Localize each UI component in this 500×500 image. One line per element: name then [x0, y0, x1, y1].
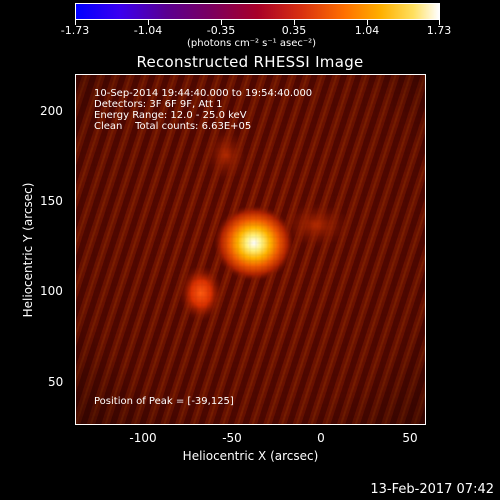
footer-timestamp: 13-Feb-2017 07:42 — [370, 482, 494, 497]
colorbar-label: -1.73 — [60, 24, 90, 37]
colorbar-label: 1.73 — [426, 24, 452, 37]
colorbar-tick — [294, 20, 295, 25]
colorbar-label: 0.35 — [281, 24, 307, 37]
colorbar-tick — [439, 20, 440, 25]
info-peak-position: Position of Peak = [-39,125] — [94, 396, 234, 407]
info-energy-range: Energy Range: 12.0 - 25.0 keV — [94, 110, 247, 121]
colorbar-label: 1.04 — [354, 24, 380, 37]
info-time-range: 10-Sep-2014 19:44:40.000 to 19:54:40.000 — [94, 88, 313, 99]
plot-title: Reconstructed RHESSI Image — [136, 53, 364, 71]
x-axis-label: Heliocentric X (arcsec) — [182, 449, 319, 463]
y-tick-label: 100 — [40, 284, 63, 298]
colorbar-label: -1.04 — [133, 24, 163, 37]
y-axis-label: Heliocentric Y (arcsec) — [21, 182, 35, 318]
colorbar-tick — [367, 20, 368, 25]
colorbar-tick — [148, 20, 149, 25]
y-tick-label: 50 — [48, 375, 64, 389]
y-tick-label: 200 — [40, 104, 63, 118]
colorbar-unit: (photons cm⁻² s⁻¹ asec⁻²) — [187, 38, 317, 49]
colorbar — [75, 3, 440, 20]
y-tick-label: 150 — [40, 194, 63, 208]
x-tick-label: -100 — [129, 431, 157, 445]
info-method-counts: Clean Total counts: 6.63E+05 — [94, 121, 252, 132]
solar-image — [76, 75, 425, 424]
colorbar-tick — [221, 20, 222, 25]
x-tick-label: -50 — [222, 431, 242, 445]
x-tick-label: 0 — [317, 431, 325, 445]
image-plot — [75, 74, 426, 425]
x-tick-label: 50 — [402, 431, 418, 445]
colorbar-tick — [75, 20, 76, 25]
colorbar-label: -0.35 — [206, 24, 236, 37]
info-detectors: Detectors: 3F 6F 9F, Att 1 — [94, 99, 223, 110]
